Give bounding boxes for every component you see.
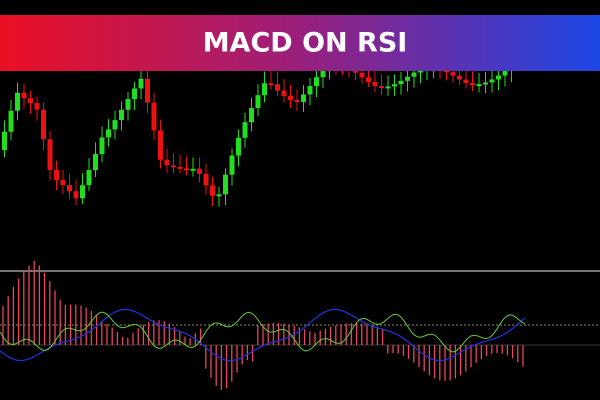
candle-body — [320, 68, 326, 78]
candle-body — [132, 88, 137, 100]
candle-body — [2, 131, 7, 150]
oscillator-panel — [0, 260, 600, 390]
candle-body — [405, 76, 410, 81]
candle-body — [463, 79, 469, 84]
candle-body — [418, 69, 423, 73]
candle-body — [314, 77, 319, 87]
candle-body — [190, 168, 196, 171]
banner — [0, 15, 600, 71]
candle-body — [366, 77, 371, 83]
candle-body — [119, 109, 124, 121]
candle-body — [151, 102, 157, 131]
candle-body — [60, 180, 66, 185]
candle-body — [54, 169, 59, 181]
candle-body — [359, 72, 365, 78]
candle-body — [8, 110, 14, 132]
candle-body — [411, 72, 417, 77]
candle-body — [301, 94, 306, 102]
candle-body — [489, 79, 495, 83]
candle-body — [372, 82, 378, 86]
candle-body — [398, 80, 404, 85]
candle-body — [379, 85, 384, 88]
candle-body — [483, 82, 488, 85]
candle-body — [164, 159, 170, 166]
candle-body — [242, 122, 248, 138]
candle-body — [138, 78, 144, 89]
candle-body — [47, 139, 53, 170]
candle-body — [67, 184, 72, 192]
candle-body — [216, 194, 222, 197]
candle-body — [93, 154, 98, 171]
candle-body — [255, 95, 261, 109]
candle-body — [197, 168, 202, 174]
candle-body — [470, 83, 475, 86]
candle-body — [268, 83, 274, 86]
candle-body — [41, 109, 46, 140]
candle-body — [99, 137, 105, 155]
candle-body — [184, 168, 189, 171]
candle-body — [112, 120, 118, 130]
candle-body — [125, 99, 131, 110]
candle-body — [34, 103, 40, 110]
candle-body — [281, 90, 287, 96]
candle-body — [80, 185, 85, 199]
rsi-line — [0, 311, 526, 353]
candle-body — [236, 137, 241, 156]
candle-body — [21, 92, 27, 99]
candle-body — [86, 170, 92, 186]
candle-body — [106, 129, 111, 138]
candle-body — [502, 71, 508, 76]
candle-body — [275, 84, 280, 91]
candle-body — [210, 185, 215, 196]
candle-body — [262, 83, 267, 96]
candle-body — [288, 95, 293, 100]
banner-title: MACD ON RSI — [203, 28, 408, 59]
candle-body — [73, 191, 79, 199]
candle-body — [158, 130, 163, 160]
candle-body — [28, 98, 33, 104]
candle-body — [249, 108, 254, 123]
candle-body — [223, 174, 228, 195]
candle-body — [171, 165, 176, 168]
candle-body — [145, 78, 150, 103]
candle-body — [203, 173, 209, 186]
candle-body — [392, 84, 397, 87]
signal-line — [0, 308, 526, 362]
candle-body — [307, 86, 313, 95]
candle-body — [476, 84, 482, 87]
candle-body — [177, 166, 183, 169]
candle-body — [457, 75, 462, 80]
candle-body — [15, 92, 20, 111]
candle-body — [294, 99, 300, 102]
candle-body — [496, 75, 501, 80]
price-panel — [2, 54, 514, 207]
candle-body — [385, 86, 391, 89]
candle-body — [450, 72, 456, 76]
candle-body — [229, 155, 235, 175]
